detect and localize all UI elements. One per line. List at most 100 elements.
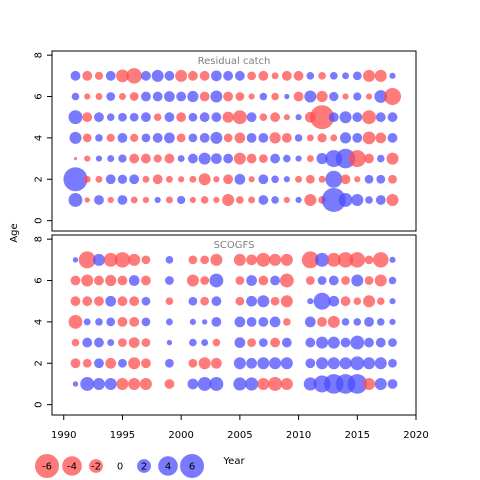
residual-bubble <box>326 252 341 267</box>
residual-bubble <box>389 72 396 79</box>
residual-bubble <box>211 112 222 123</box>
residual-bubble <box>129 296 140 307</box>
residual-bubble <box>304 90 317 103</box>
residual-bubble <box>246 295 257 307</box>
panel-frame <box>51 50 417 232</box>
residual-bubble <box>318 72 326 80</box>
residual-bubble <box>283 154 291 163</box>
residual-bubble <box>106 317 116 327</box>
residual-bubble <box>188 358 198 368</box>
residual-bubble <box>94 275 104 286</box>
legend-bubble <box>180 454 204 478</box>
residual-bubble <box>376 318 385 326</box>
residual-bubble <box>141 112 151 123</box>
residual-bubble <box>234 173 246 185</box>
residual-bubble <box>176 112 187 123</box>
residual-bubble <box>222 111 234 123</box>
residual-bubble <box>209 273 224 288</box>
residual-bubble <box>142 175 150 183</box>
residual-bubble <box>339 111 352 124</box>
residual-bubble <box>201 339 209 347</box>
residual-bubble <box>141 91 151 102</box>
y-tick-label: 2 <box>34 176 45 182</box>
legend-bubble <box>158 456 178 476</box>
residual-bubble <box>270 153 280 164</box>
residual-bubble <box>84 197 90 203</box>
legend-bubble <box>35 454 59 478</box>
residual-bubble <box>188 153 198 164</box>
panel-title: SCOGFS <box>214 240 255 251</box>
residual-bubble <box>283 196 290 204</box>
residual-bubble <box>68 193 83 207</box>
residual-bubble <box>248 176 255 183</box>
legend-label: -6 <box>42 462 52 473</box>
residual-bubble <box>71 92 80 101</box>
residual-bubble <box>236 196 244 204</box>
residual-bubble <box>165 256 174 264</box>
residual-bubble <box>164 91 175 102</box>
residual-bubble <box>164 112 175 123</box>
residual-bubble <box>246 112 257 123</box>
residual-bubble <box>71 338 80 347</box>
residual-bubble <box>363 357 376 370</box>
residual-bubble <box>128 377 141 390</box>
residual-bubble <box>164 132 175 144</box>
residual-bubble <box>106 113 115 121</box>
residual-bubble <box>153 113 162 121</box>
residual-bubble <box>341 318 350 326</box>
residual-bubble <box>199 91 210 102</box>
residual-bubble <box>223 70 234 81</box>
residual-bubble <box>246 132 257 143</box>
residual-bubble <box>103 252 118 267</box>
residual-bubble <box>270 275 280 286</box>
residual-bubble <box>247 71 256 81</box>
y-tick-label: 4 <box>34 135 45 141</box>
residual-bubble <box>258 174 269 185</box>
residual-bubble <box>188 255 198 265</box>
residual-bubble <box>94 296 104 307</box>
residual-bubble <box>354 176 361 183</box>
residual-bubble <box>117 316 128 327</box>
residual-bubble <box>388 174 397 184</box>
residual-bubble <box>94 112 104 123</box>
residual-bubble <box>107 339 115 347</box>
residual-bubble <box>233 152 246 165</box>
residual-bubble <box>258 316 269 327</box>
residual-bubble <box>233 253 246 266</box>
residual-bubble <box>78 251 96 269</box>
legend-label: 0 <box>117 462 123 473</box>
residual-bubble <box>330 134 338 142</box>
residual-bubble <box>363 377 376 390</box>
residual-bubble <box>350 335 365 350</box>
legend-bubble <box>137 459 151 473</box>
residual-bubble <box>271 196 279 204</box>
residual-bubble <box>305 358 316 369</box>
residual-bubble <box>350 356 365 371</box>
residual-bubble <box>95 155 103 162</box>
residual-bubble <box>374 90 388 103</box>
residual-bubble <box>270 296 280 306</box>
residual-bubble <box>376 154 385 163</box>
residual-bubble <box>389 298 396 305</box>
residual-bubble <box>374 274 387 287</box>
residual-bubble <box>165 276 174 285</box>
residual-bubble <box>387 112 398 123</box>
residual-bubble <box>389 318 396 325</box>
residual-bubble <box>118 154 127 163</box>
residual-bubble <box>246 357 257 369</box>
residual-bubble <box>177 195 186 205</box>
residual-bubble <box>117 195 128 205</box>
residual-bubble <box>304 193 317 206</box>
residual-bubble <box>118 112 127 122</box>
residual-bubble <box>259 113 268 121</box>
residual-bubble <box>348 150 366 168</box>
residual-bubble <box>70 70 81 81</box>
residual-bubble <box>317 316 327 327</box>
residual-bubble <box>342 93 349 100</box>
residual-bubble <box>362 131 376 145</box>
residual-bubble <box>211 153 222 164</box>
residual-bubble <box>188 296 198 306</box>
residual-bubble <box>269 316 281 328</box>
residual-bubble <box>189 318 197 325</box>
